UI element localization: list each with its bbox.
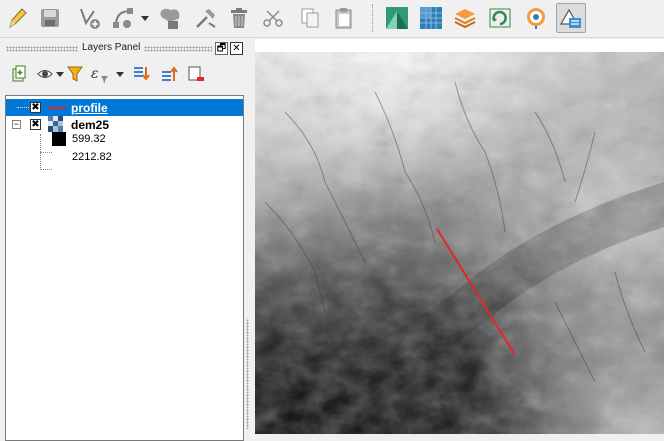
modify-attributes-icon[interactable]: [191, 3, 221, 33]
layers-panel-toolbar: ε: [6, 63, 246, 87]
location-pin-icon[interactable]: [521, 3, 551, 33]
vertex-tool-icon[interactable]: [108, 3, 138, 33]
vertex-tool-dropdown[interactable]: [141, 16, 149, 21]
refresh-map-icon[interactable]: [485, 3, 515, 33]
map-canvas-top-edge: [255, 39, 664, 52]
layer-name-dem[interactable]: dem25: [71, 118, 110, 132]
toolbar-separator: [372, 4, 373, 32]
panel-grip: [144, 46, 212, 52]
profile-line[interactable]: [436, 228, 516, 356]
raster-grid-icon[interactable]: [416, 3, 446, 33]
layer-row-dem[interactable]: − ✖ dem25: [6, 116, 243, 133]
delete-selected-icon[interactable]: [224, 3, 254, 33]
expand-all-icon[interactable]: [130, 63, 152, 85]
close-panel-button[interactable]: ✕: [230, 42, 243, 55]
dem-hillshade-raster: [255, 52, 664, 434]
visibility-dropdown[interactable]: [56, 72, 64, 77]
profile-tool-icon[interactable]: [556, 3, 586, 33]
filter-expression-icon[interactable]: ε: [90, 63, 112, 85]
panel-grip: [6, 46, 78, 52]
layer-name-profile[interactable]: profile: [71, 101, 108, 115]
legend-color-swatch: [52, 132, 66, 146]
tree-connector: [40, 152, 52, 153]
remove-layer-icon[interactable]: [185, 63, 207, 85]
filter-expression-dropdown[interactable]: [116, 72, 124, 77]
map-canvas[interactable]: [255, 52, 664, 434]
line-symbol-icon: [48, 107, 66, 109]
save-layer-edits-icon[interactable]: [35, 3, 65, 33]
panel-resize-grip[interactable]: [246, 319, 249, 429]
main-toolbar: [0, 0, 664, 38]
legend-max-value: 2212.82: [72, 151, 112, 163]
paste-features-icon[interactable]: [329, 3, 359, 33]
layers-panel: Layers Panel 🗗 ✕ ε ✖: [0, 39, 250, 441]
layers-panel-title: Layers Panel: [82, 42, 141, 53]
copy-features-icon[interactable]: [295, 3, 325, 33]
raster-layer-icon: [48, 116, 64, 136]
layer-row-profile[interactable]: ✖ profile: [6, 99, 243, 116]
add-group-icon[interactable]: [8, 63, 30, 85]
map-canvas-bottom-edge: [255, 434, 664, 441]
add-point-feature-icon[interactable]: [74, 3, 104, 33]
layer-tree: ✖ profile − ✖ dem25 599.32 2212.82: [5, 95, 244, 441]
layer-visibility-checkbox[interactable]: ✖: [30, 119, 41, 130]
svg-text:ε: ε: [91, 66, 99, 82]
collapse-all-icon[interactable]: [158, 63, 180, 85]
visibility-eye-icon[interactable]: [36, 63, 58, 85]
splitter[interactable]: [251, 39, 255, 441]
merge-features-icon[interactable]: [155, 3, 185, 33]
legend-min-value: 599.32: [72, 133, 106, 145]
tree-connector: [17, 107, 31, 108]
cut-features-icon[interactable]: [258, 3, 288, 33]
toggle-editing-icon[interactable]: [2, 3, 32, 33]
filter-legend-icon[interactable]: [64, 63, 86, 85]
layer-visibility-checkbox[interactable]: ✖: [30, 102, 41, 113]
float-panel-button[interactable]: 🗗: [215, 42, 228, 55]
terrain-profile-icon[interactable]: [382, 3, 412, 33]
collapse-expander-icon[interactable]: −: [12, 119, 21, 129]
layer-stack-icon[interactable]: [450, 3, 480, 33]
tree-connector: [40, 169, 52, 170]
layers-panel-title-bar[interactable]: Layers Panel 🗗 ✕: [4, 41, 247, 57]
